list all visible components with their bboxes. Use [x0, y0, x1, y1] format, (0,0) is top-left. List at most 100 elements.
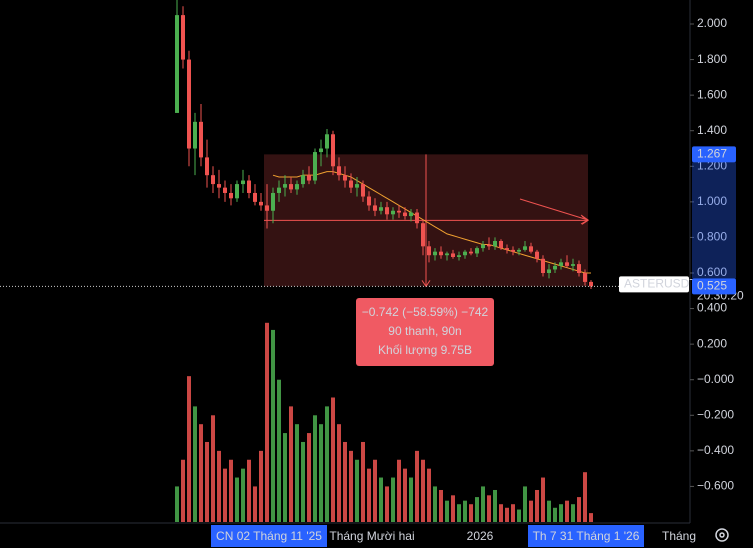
candle-body: [499, 240, 503, 249]
price-tag: 0.525: [697, 279, 727, 293]
volume-bar: [181, 459, 185, 522]
measure-tooltip: [356, 298, 494, 366]
candle-body: [541, 258, 545, 274]
time-label: 2026: [467, 529, 494, 543]
measure-top-tag: 1.267: [697, 147, 727, 161]
candle-body: [427, 246, 431, 256]
candle-body: [451, 253, 455, 257]
volume-bar: [193, 406, 197, 522]
candle-body: [187, 59, 191, 149]
candle-body: [181, 15, 185, 60]
y-tick-label: 2.000: [697, 16, 727, 30]
time-label: Th 7 31 Tháng 1 '26: [533, 529, 640, 543]
volume-bar: [259, 450, 263, 522]
volume-bar: [577, 497, 581, 522]
candle-body: [481, 244, 485, 249]
candle-body: [493, 240, 497, 247]
candle-body: [529, 246, 533, 252]
y-tick-label: 0.800: [697, 230, 727, 244]
candle-body: [331, 134, 335, 167]
measure-tooltip-text: 90 thanh, 90n: [388, 324, 461, 338]
candle-body: [439, 251, 443, 256]
volume-bar: [283, 433, 287, 522]
y-tick-label: 0.400: [697, 301, 727, 315]
candle-body: [433, 251, 437, 256]
y-tick-label: 1.800: [697, 52, 727, 66]
candle-body: [553, 265, 557, 270]
time-tag-bg: [211, 525, 327, 547]
candle-body: [199, 121, 203, 158]
volume-bar: [469, 504, 473, 522]
candle-body: [445, 253, 449, 256]
volume-bar: [481, 486, 485, 522]
time-tag-bg: [528, 525, 644, 547]
volume-bar: [175, 486, 179, 522]
volume-bar: [289, 406, 293, 522]
volume-bar: [223, 468, 227, 522]
volume-bar: [553, 507, 557, 522]
volume-bar: [463, 500, 467, 522]
volume-bar: [457, 504, 461, 522]
candle-body: [319, 148, 323, 153]
candle-body: [325, 134, 329, 149]
y-tick-label: −0.200: [697, 407, 734, 421]
y-tick-label: 1.400: [697, 123, 727, 137]
candle-body: [205, 157, 209, 176]
price-tag-bg: [692, 278, 736, 295]
volume-bar: [271, 329, 275, 522]
volume-bar: [493, 489, 497, 522]
candle-body: [475, 248, 479, 254]
candle-body: [463, 251, 467, 256]
candle-body: [577, 264, 581, 274]
candle-body: [403, 212, 407, 217]
settings-icon[interactable]: [715, 528, 729, 542]
volume-bar: [313, 415, 317, 522]
volume-bar: [199, 424, 203, 522]
trend-arrow: [519, 198, 589, 225]
volume-bar: [379, 477, 383, 522]
volume-bar: [433, 486, 437, 522]
candle-body: [469, 251, 473, 254]
ma-line: [272, 171, 591, 274]
candle-body: [457, 255, 461, 257]
candle-body: [547, 269, 551, 274]
axis-layer: 2.0001.8001.6001.4001.2001.0000.8000.600…: [211, 16, 744, 547]
volume-bar: [439, 489, 443, 522]
volume-bar: [355, 459, 359, 522]
candle-body: [307, 175, 311, 181]
plot-area: −0.742 (−58.59%) −742 90 thanh, 90n Khối l…: [0, 0, 690, 522]
volume-bar: [415, 450, 419, 522]
volume-bar: [475, 497, 479, 522]
volume-bar: [229, 459, 233, 522]
time-label: Tháng: [662, 529, 696, 543]
volume-bar: [571, 504, 575, 522]
candle-body: [355, 184, 359, 188]
candle-body: [505, 248, 509, 250]
measure-tooltip-text: −0.742 (−58.59%) −742: [362, 305, 489, 319]
candle-body: [379, 207, 383, 211]
volume-bar: [235, 477, 239, 522]
volume-bar: [451, 495, 455, 522]
candle-body: [175, 15, 179, 113]
volume-bar: [331, 397, 335, 522]
y-tick-label: 0.200: [697, 336, 727, 350]
measure-range-bg: [692, 162, 736, 279]
volume-bar: [343, 441, 347, 522]
volume-bar: [487, 495, 491, 522]
volume-bar: [307, 433, 311, 522]
volume-bar: [247, 459, 251, 522]
candle-body: [373, 205, 377, 211]
volume-bar: [337, 424, 341, 522]
symbol-tag: ASTERUSDT: [624, 277, 697, 291]
candle-body: [367, 196, 371, 206]
y-tick-label: 1.600: [697, 87, 727, 101]
candle-body: [565, 262, 569, 266]
volume-bar: [391, 477, 395, 522]
volume-bar: [385, 486, 389, 522]
candle-body: [271, 192, 275, 211]
volume-bar: [367, 468, 371, 522]
volume-bar: [253, 486, 257, 522]
volume-bar: [373, 459, 377, 522]
candle-body: [361, 184, 365, 197]
candle-body: [259, 201, 263, 206]
